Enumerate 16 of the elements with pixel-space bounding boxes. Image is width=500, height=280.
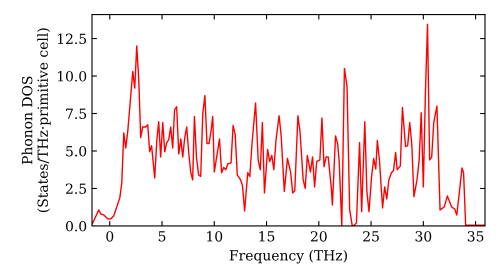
x-tick-label: 15 <box>259 231 274 242</box>
y-tick-label: 12.5 <box>58 34 86 44</box>
x-tick-label: 10 <box>207 231 222 242</box>
y-tick-label: 7.5 <box>66 108 86 119</box>
x-tick-label: 5 <box>158 231 166 242</box>
y-tick-label: 2.5 <box>66 183 86 194</box>
y-tick-label: 5.0 <box>66 146 86 156</box>
x-tick-label: 25 <box>363 231 379 242</box>
x-tick-label: 20 <box>310 231 327 242</box>
y-tick-label: 10.0 <box>58 71 86 82</box>
y-axis-title: Phonon DOS (States/THz·primitive cell) <box>22 28 51 212</box>
x-tick-label: 0 <box>106 231 114 242</box>
x-axis-title: Frequency (THz) <box>230 250 347 264</box>
x-tick-label: 30 <box>416 231 432 242</box>
x-tick-label: 35 <box>468 231 484 242</box>
y-tick-label: 0.0 <box>66 220 86 232</box>
